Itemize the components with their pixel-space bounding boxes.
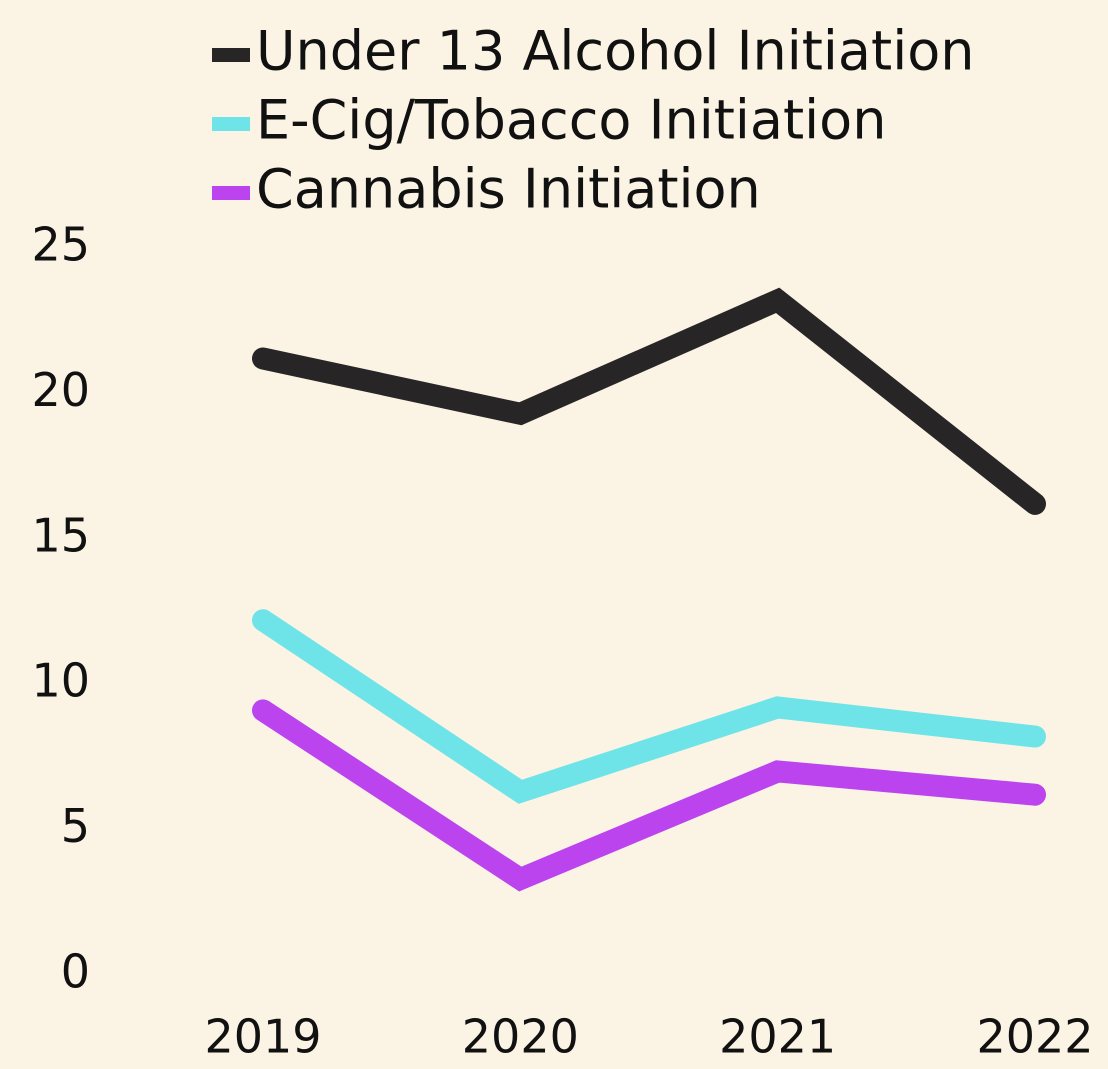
series-line	[252, 699, 1046, 892]
legend-swatch	[212, 48, 250, 62]
legend-label: Cannabis Initiation	[256, 158, 761, 221]
y-tick-label: 0	[61, 945, 90, 999]
x-tick-label: 2019	[204, 1010, 321, 1064]
y-tick-label: 5	[61, 799, 90, 853]
legend-swatch	[212, 186, 250, 200]
y-tick-label: 20	[31, 363, 90, 417]
y-tick-label: 10	[31, 654, 90, 708]
x-tick-label: 2021	[719, 1010, 836, 1064]
legend-swatch	[212, 117, 250, 131]
y-tick-label: 25	[31, 218, 90, 272]
series-line	[252, 287, 1046, 515]
series-line	[252, 609, 1046, 804]
x-tick-label: 2020	[462, 1010, 579, 1064]
x-tick-label: 2022	[976, 1010, 1093, 1064]
y-tick-label: 15	[31, 508, 90, 562]
legend-label: E-Cig/Tobacco Initiation	[256, 89, 886, 152]
legend-label: Under 13 Alcohol Initiation	[256, 20, 974, 83]
